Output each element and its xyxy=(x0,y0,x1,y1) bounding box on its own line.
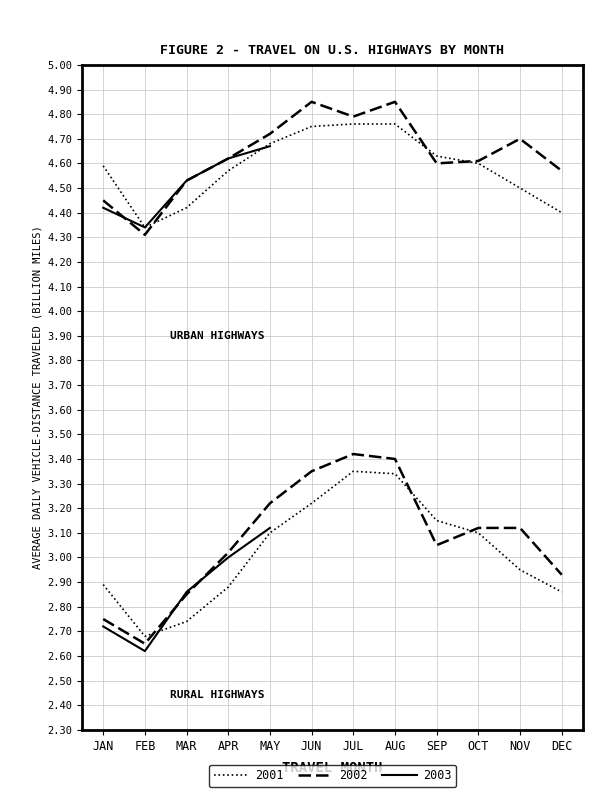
Text: URBAN HIGHWAYS: URBAN HIGHWAYS xyxy=(170,331,264,341)
Legend: 2001, 2002, 2003: 2001, 2002, 2003 xyxy=(209,765,456,787)
Title: FIGURE 2 - TRAVEL ON U.S. HIGHWAYS BY MONTH: FIGURE 2 - TRAVEL ON U.S. HIGHWAYS BY MO… xyxy=(160,44,504,57)
X-axis label: TRAVEL MONTH: TRAVEL MONTH xyxy=(282,761,382,775)
Text: RURAL HIGHWAYS: RURAL HIGHWAYS xyxy=(170,690,264,701)
Y-axis label: AVERAGE DAILY VEHICLE-DISTANCE TRAVELED (BILLION MILES): AVERAGE DAILY VEHICLE-DISTANCE TRAVELED … xyxy=(32,225,42,569)
